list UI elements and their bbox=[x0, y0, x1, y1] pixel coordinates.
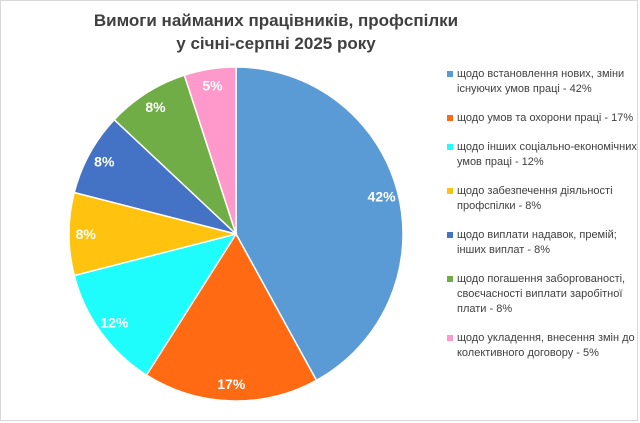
chart-legend: щодо встановлення нових, зміни існуючих … bbox=[447, 67, 637, 375]
legend-item-5: щодо виплати надавок, премій; інших випл… bbox=[447, 228, 637, 258]
pie-slice-3 bbox=[73, 232, 238, 377]
data-label-3: 12% bbox=[100, 314, 129, 330]
pie-chart: 42% 17% 12% 8% 8% 8% 5% bbox=[68, 66, 404, 402]
data-label-7: 5% bbox=[202, 78, 223, 94]
legend-label-7: щодо укладення, внесення змін до колекти… bbox=[457, 332, 635, 359]
legend-label-4: щодо забезпечення діяльності профспілки … bbox=[457, 185, 613, 212]
legend-swatch-7 bbox=[447, 335, 453, 341]
legend-label-6: щодо погашення заборгованості, своєчасно… bbox=[457, 273, 626, 315]
legend-swatch-6 bbox=[447, 276, 453, 282]
legend-swatch-5 bbox=[447, 232, 453, 238]
chart-title-line-1: Вимоги найманих працівників, профспілки bbox=[93, 11, 459, 30]
legend-label-1: щодо встановлення нових, зміни існуючих … bbox=[457, 68, 625, 95]
pie-slice-1 bbox=[235, 66, 404, 382]
legend-item-1: щодо встановлення нових, зміни існуючих … bbox=[447, 67, 637, 97]
legend-item-3: щодо інших соціально-економічних умов пр… bbox=[447, 140, 637, 170]
legend-label-5: щодо виплати надавок, премій; інших випл… bbox=[457, 229, 617, 256]
data-label-5: 8% bbox=[94, 154, 115, 170]
chart-title-line-2: у січні-серпні 2025 року bbox=[176, 34, 376, 53]
legend-item-7: щодо укладення, внесення змін до колекти… bbox=[447, 331, 637, 361]
data-label-2: 17% bbox=[217, 376, 246, 392]
legend-item-2: щодо умов та охорони праці - 17% bbox=[447, 111, 637, 126]
pie-slice-7 bbox=[183, 66, 237, 235]
legend-swatch-3 bbox=[447, 144, 453, 150]
legend-swatch-2 bbox=[447, 115, 453, 121]
pie-slice-2 bbox=[145, 232, 318, 402]
legend-label-3: щодо інших соціально-економічних умов пр… bbox=[457, 141, 637, 168]
data-label-6: 8% bbox=[145, 99, 166, 115]
legend-swatch-1 bbox=[447, 71, 453, 77]
data-label-4: 8% bbox=[76, 226, 97, 242]
legend-item-4: щодо забезпечення діяльності профспілки … bbox=[447, 184, 637, 214]
chart-title: Вимоги найманих працівників, профспілки … bbox=[51, 9, 501, 55]
legend-item-6: щодо погашення заборгованості, своєчасно… bbox=[447, 272, 637, 317]
legend-swatch-4 bbox=[447, 188, 453, 194]
legend-label-2: щодо умов та охорони праці - 17% bbox=[457, 112, 634, 124]
data-label-1: 42% bbox=[368, 189, 397, 205]
